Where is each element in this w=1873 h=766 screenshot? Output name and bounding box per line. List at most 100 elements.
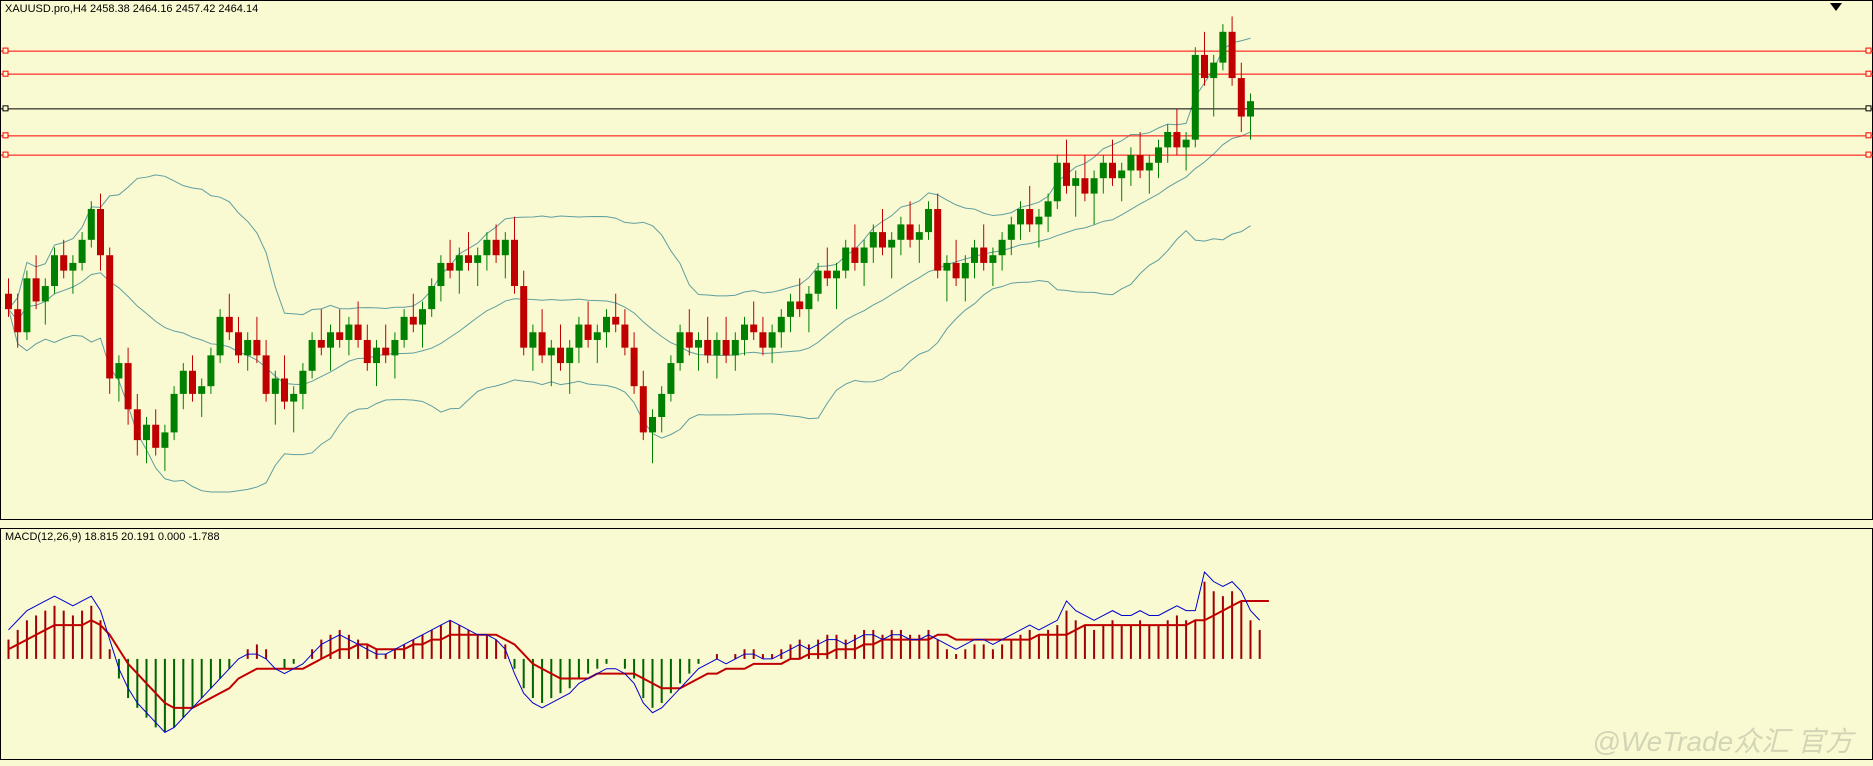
candle-body: [1054, 163, 1061, 202]
candle-body: [548, 348, 555, 356]
candle-body: [14, 309, 21, 332]
hline-marker[interactable]: [1866, 48, 1871, 53]
candle-body: [1210, 63, 1217, 78]
candle-body: [557, 348, 564, 363]
candle-body: [824, 271, 831, 279]
candle-body: [575, 325, 582, 348]
candle-body: [1026, 209, 1033, 224]
candle-body: [677, 332, 684, 363]
candle-body: [327, 332, 334, 347]
candle-body: [1247, 101, 1254, 116]
candle-body: [640, 386, 647, 432]
price-chart-panel[interactable]: XAUUSD.pro,H4 2458.38 2464.16 2457.42 24…: [0, 0, 1873, 520]
candle-body: [861, 248, 868, 263]
hline-marker[interactable]: [3, 71, 8, 76]
price-chart-svg: [1, 1, 1873, 521]
candle-body: [410, 317, 417, 325]
candle-body: [244, 340, 251, 355]
candle-body: [1035, 217, 1042, 225]
candle-body: [870, 232, 877, 247]
candle-body: [1137, 155, 1144, 170]
hline-marker[interactable]: [1866, 106, 1871, 111]
candle-body: [419, 309, 426, 324]
candle-body: [502, 240, 509, 255]
hline-marker[interactable]: [1866, 133, 1871, 138]
candle-body: [355, 325, 362, 340]
candle-body: [686, 332, 693, 347]
candle-body: [805, 294, 812, 309]
candle-body: [897, 224, 904, 239]
hline-marker[interactable]: [3, 152, 8, 157]
candle-body: [336, 332, 343, 340]
candle-body: [796, 301, 803, 309]
candle-body: [483, 240, 490, 255]
candle-body: [226, 317, 233, 332]
hline-marker[interactable]: [1866, 152, 1871, 157]
candle-body: [79, 240, 86, 263]
hline-marker[interactable]: [3, 106, 8, 111]
candle-body: [1201, 55, 1208, 78]
candle-body: [741, 325, 748, 340]
candle-body: [198, 386, 205, 394]
candle-body: [382, 348, 389, 356]
candle-body: [1192, 55, 1199, 140]
dropdown-arrow-icon[interactable]: [1830, 3, 1842, 11]
candle-body: [69, 263, 76, 271]
candle-body: [695, 340, 702, 348]
candle-body: [594, 332, 601, 340]
candle-body: [1238, 78, 1245, 117]
watermark-text: @WeTrade众汇 官方: [1592, 720, 1853, 760]
candle-body: [888, 240, 895, 248]
candle-body: [217, 317, 224, 356]
candle-body: [971, 248, 978, 263]
candle-body: [1017, 209, 1024, 224]
candle-body: [907, 224, 914, 239]
candle-body: [539, 332, 546, 355]
hline-marker[interactable]: [1866, 71, 1871, 76]
candle-body: [345, 325, 352, 340]
hline-marker[interactable]: [3, 133, 8, 138]
candle-body: [879, 232, 886, 247]
macd-main-line: [9, 572, 1260, 732]
candle-body: [520, 286, 527, 348]
candle-body: [235, 332, 242, 355]
candle-body: [1183, 140, 1190, 148]
candle-body: [33, 278, 40, 301]
candle-body: [529, 332, 536, 347]
candle-body: [180, 371, 187, 394]
candle-body: [833, 271, 840, 279]
candle-body: [456, 255, 463, 270]
candle-body: [88, 209, 95, 240]
candle-body: [925, 209, 932, 232]
candle-body: [851, 248, 858, 263]
candle-body: [5, 294, 12, 309]
candle-body: [1219, 32, 1226, 63]
candle-body: [465, 255, 472, 263]
candle-body: [290, 394, 297, 402]
candle-body: [787, 301, 794, 316]
candle-body: [511, 240, 518, 286]
candle-body: [778, 317, 785, 332]
candle-body: [493, 240, 500, 255]
candle-body: [649, 417, 656, 432]
candle-body: [750, 325, 757, 333]
candle-body: [1229, 32, 1236, 78]
candle-body: [152, 425, 159, 448]
candle-body: [253, 340, 260, 355]
candle-body: [621, 325, 628, 348]
candle-body: [428, 286, 435, 309]
candle-body: [1173, 132, 1180, 147]
candle-body: [1072, 178, 1079, 186]
candle-body: [391, 340, 398, 355]
candle-body: [732, 340, 739, 355]
candle-body: [603, 317, 610, 332]
candle-body: [667, 363, 674, 394]
candle-body: [713, 340, 720, 355]
candle-body: [1045, 201, 1052, 216]
candle-body: [1164, 132, 1171, 147]
candle-body: [60, 255, 67, 270]
hline-marker[interactable]: [3, 48, 8, 53]
candle-body: [134, 409, 141, 440]
candle-body: [474, 255, 481, 263]
candle-body: [658, 394, 665, 417]
